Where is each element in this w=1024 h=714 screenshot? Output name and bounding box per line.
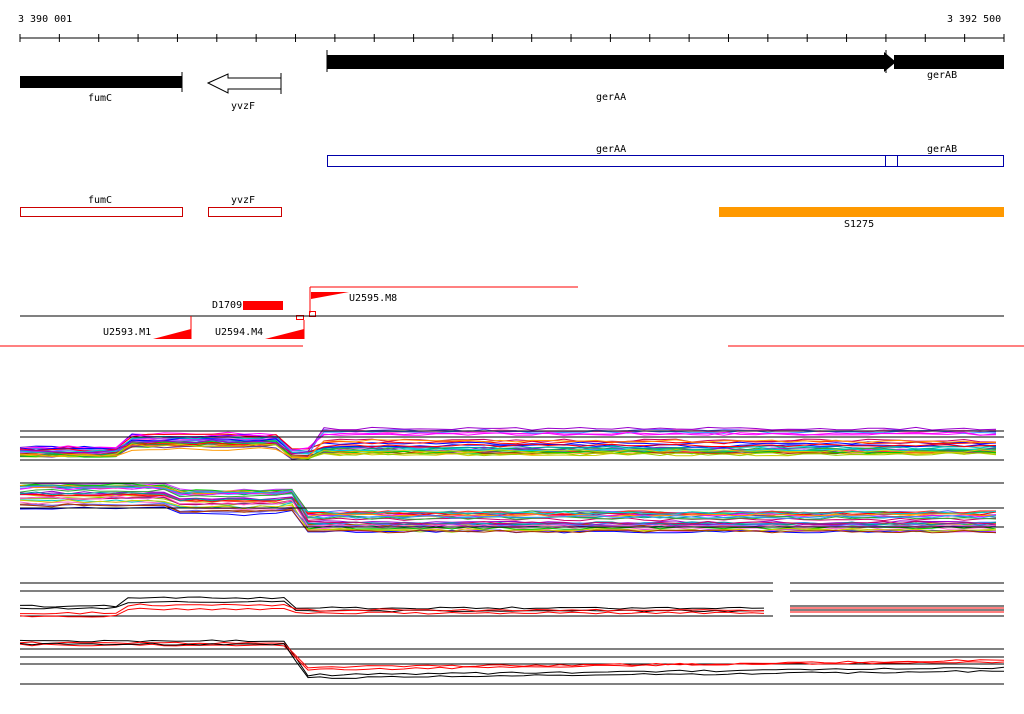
promoter-U2593-marker[interactable] <box>153 329 191 339</box>
coordinate-start-label: 3 390 001 <box>18 14 73 25</box>
promoter-U2594-label: U2594.M4 <box>215 327 264 338</box>
cds-yvzF-label: yvzF <box>231 195 256 206</box>
expression-traces-colored <box>19 426 1004 534</box>
promoter-U2593-label: U2593.M1 <box>103 327 152 338</box>
summary-trace <box>19 642 1004 679</box>
cds-overlap-box[interactable] <box>885 155 898 167</box>
gene-gerAB-arrow[interactable] <box>894 55 1004 69</box>
cds-gerAB-label: gerAB <box>927 144 958 155</box>
expression-trace <box>19 426 997 455</box>
promoter-track <box>0 286 1024 347</box>
gene-gerAA-label: gerAA <box>596 92 627 103</box>
cds-yvzF-box[interactable] <box>208 207 282 217</box>
cds-fumC-box[interactable] <box>20 207 183 217</box>
gene-track <box>20 50 1004 94</box>
summary-trace <box>19 639 1005 677</box>
summary-trace <box>19 643 1005 671</box>
cds-gerAA-label: gerAA <box>596 144 627 155</box>
gene-yvzF-label: yvzF <box>231 101 256 112</box>
summary-trace <box>19 596 765 610</box>
expression-trace <box>19 490 997 528</box>
expression-trace <box>19 485 997 519</box>
cds-fumC-label: fumC <box>88 195 113 206</box>
terminator-D1709-label: D1709 <box>212 300 243 311</box>
cds-gerAB-box[interactable] <box>897 155 1004 167</box>
expression-trace <box>19 439 997 459</box>
summary-trace <box>19 641 1005 669</box>
promoter-U2595-label: U2595.M8 <box>349 293 398 304</box>
cds-track-red <box>20 207 1004 217</box>
gene-fumC-label: fumC <box>88 93 113 104</box>
ruler-ticks <box>19 34 1005 42</box>
expression-traces-summary <box>19 582 1005 685</box>
expression-trace <box>19 503 997 534</box>
expression-trace <box>19 431 997 451</box>
expression-trace <box>19 499 997 515</box>
expression-trace <box>19 443 997 459</box>
promoter-U2595-marker[interactable] <box>311 292 349 299</box>
expression-trace <box>20 502 997 528</box>
terminator-D1709-bar[interactable] <box>243 301 283 310</box>
expression-trace <box>19 433 997 450</box>
cds-gerAA-box[interactable] <box>327 155 886 167</box>
summary-trace <box>20 603 765 615</box>
expression-trace <box>19 499 997 532</box>
expression-trace <box>19 484 997 518</box>
region-S1275-label: S1275 <box>844 219 875 230</box>
expression-trace <box>19 435 997 454</box>
summary-trace <box>19 607 765 618</box>
promoter-U2594-marker[interactable] <box>265 329 304 339</box>
gene-yvzF-arrow[interactable] <box>206 73 282 94</box>
cds-track-blue <box>327 155 1004 167</box>
coordinate-ruler <box>19 34 1005 42</box>
gene-fumC-arrow[interactable] <box>20 76 182 88</box>
coordinate-end-label: 3 392 500 <box>947 14 1002 25</box>
gene-gerAA-arrow[interactable] <box>327 55 887 69</box>
gene-gerAB-label: gerAB <box>927 70 958 81</box>
expression-trace <box>19 488 997 520</box>
expression-trace <box>19 496 997 525</box>
region-S1275-bar[interactable] <box>719 207 1004 217</box>
